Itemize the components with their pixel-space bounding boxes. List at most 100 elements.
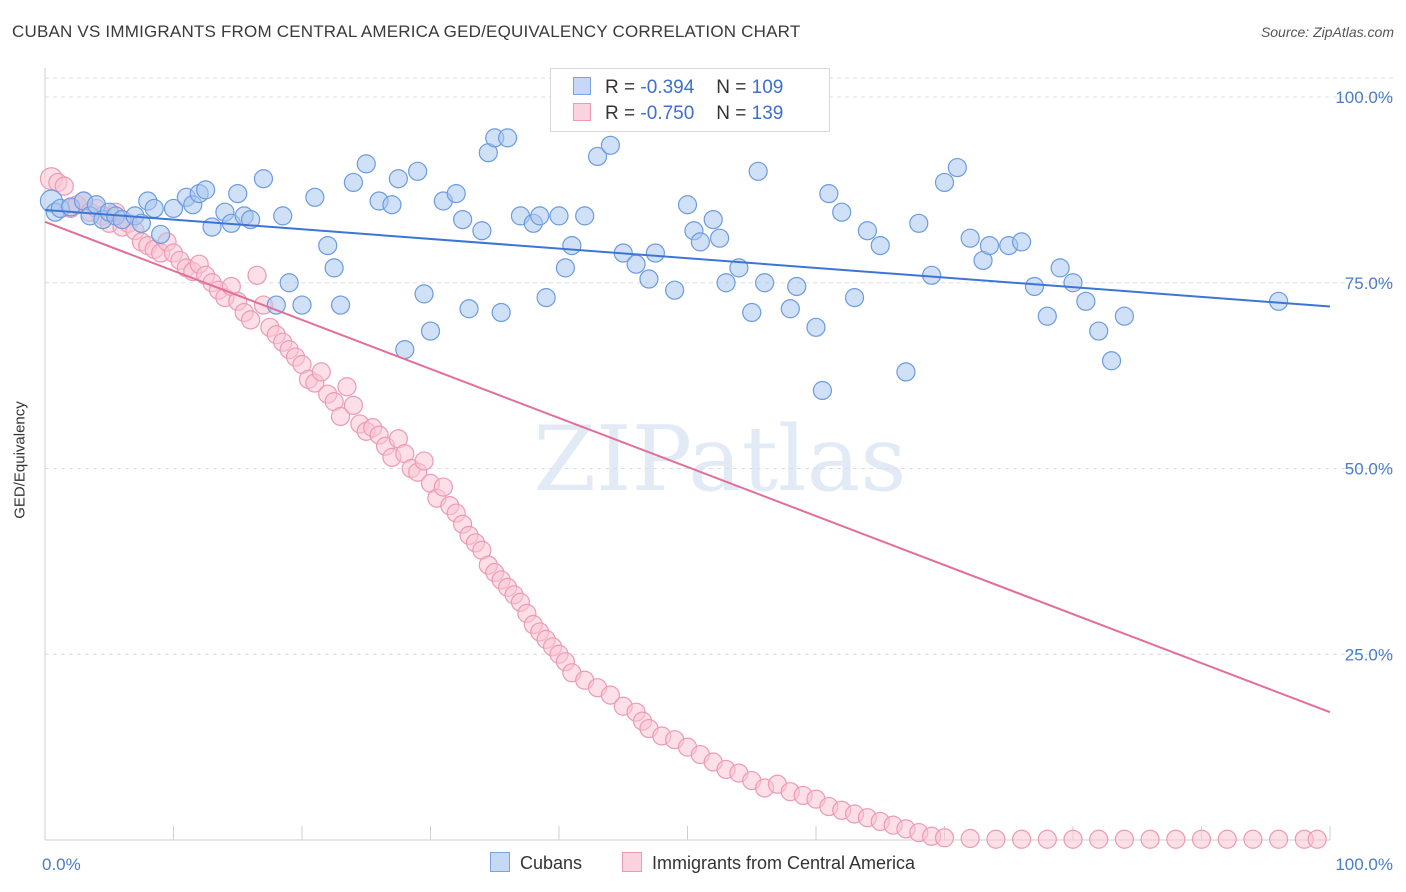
data-point [1011, 829, 1032, 849]
data-point [1089, 321, 1109, 341]
data-point [677, 195, 698, 215]
data-point [960, 228, 980, 248]
data-point [1101, 351, 1122, 371]
data-point [549, 206, 569, 226]
data-point [754, 273, 775, 293]
legend-row-cubans: R = -0.394 N = 109 [573, 77, 783, 101]
data-point [1037, 306, 1057, 326]
data-point [279, 273, 299, 293]
data-point [934, 172, 955, 193]
y-tick-label: 50.0% [1345, 460, 1393, 479]
series-legend: Cubans Immigrants from Central America [0, 852, 1406, 876]
data-point [716, 273, 736, 293]
data-point [1024, 276, 1045, 297]
data-point [498, 128, 518, 148]
data-point [947, 157, 967, 178]
data-point [1089, 829, 1109, 849]
data-point [1050, 258, 1070, 278]
data-point [330, 406, 351, 427]
legend-r-label: R = [605, 77, 636, 98]
legend-n-value: 139 [751, 103, 784, 124]
legend-swatch-cubans [490, 852, 510, 872]
data-point [1243, 829, 1263, 849]
data-point [446, 183, 466, 204]
data-point [151, 224, 171, 245]
data-point [1140, 829, 1160, 849]
data-point [337, 377, 357, 397]
data-point [131, 213, 151, 233]
data-point [806, 317, 826, 337]
legend-label-cubans: Cubans [520, 853, 583, 873]
legend-n-value: 109 [751, 77, 784, 98]
data-point [433, 477, 453, 497]
data-point [626, 254, 646, 274]
data-point [1307, 829, 1327, 849]
data-point [1114, 306, 1135, 326]
data-point [896, 362, 916, 382]
watermark: ZIPatlas [533, 407, 906, 512]
data-point [690, 232, 710, 252]
data-point [832, 202, 852, 222]
legend-n-label: N = [716, 77, 747, 98]
series-cubans [39, 128, 1289, 401]
gridlines [45, 77, 1395, 655]
data-point [414, 284, 434, 304]
data-point [857, 221, 878, 241]
legend-r-value: -0.750 [640, 103, 695, 124]
legend-swatch-cubans [573, 77, 591, 95]
data-point [266, 295, 286, 315]
data-point [54, 176, 74, 196]
legend-swatch-central [573, 103, 591, 121]
data-point [870, 236, 890, 256]
x-tick-labels: 0.0% 100.0% [42, 855, 1393, 874]
data-point [196, 180, 216, 200]
data-point [144, 198, 164, 219]
data-point [986, 829, 1006, 849]
legend-item-cubans: Cubans [490, 852, 582, 874]
data-point [491, 302, 511, 323]
data-point [748, 161, 768, 181]
data-point [324, 258, 344, 278]
data-point [330, 295, 351, 315]
data-point [305, 187, 325, 207]
data-point [1166, 829, 1186, 849]
data-point [202, 217, 222, 237]
data-point [241, 310, 261, 330]
data-point [844, 288, 865, 308]
data-point [600, 135, 621, 155]
data-point [343, 395, 363, 415]
data-point [472, 221, 492, 241]
data-point [311, 362, 331, 382]
y-tick-label: 100.0% [1335, 88, 1393, 107]
data-point [812, 380, 833, 401]
data-point [318, 236, 338, 256]
correlation-legend: R = -0.394 N = 109 R = -0.750 N = 139 [550, 68, 830, 132]
data-point [356, 154, 376, 174]
data-point [388, 169, 408, 189]
data-point [555, 258, 576, 278]
trend-lines [44, 208, 1331, 714]
y-tick-label: 75.0% [1345, 274, 1393, 293]
data-point [742, 302, 762, 323]
data-point [253, 169, 274, 189]
data-point [292, 295, 312, 315]
data-point [530, 206, 550, 226]
data-point [645, 243, 665, 263]
data-point [1217, 829, 1237, 849]
data-point [780, 299, 800, 319]
data-point [420, 321, 441, 341]
data-point [639, 269, 659, 289]
data-point [273, 206, 293, 226]
data-point [247, 265, 267, 285]
y-tick-labels: 25.0% 50.0% 75.0% 100.0% [1335, 88, 1393, 664]
x-tick-label: 100.0% [1335, 855, 1393, 874]
data-point [587, 146, 608, 167]
legend-n-label: N = [716, 103, 747, 124]
data-point [1191, 829, 1212, 849]
data-point [909, 213, 929, 233]
data-point [1063, 273, 1083, 293]
data-point [1076, 291, 1096, 311]
data-point [934, 828, 955, 848]
data-point [1114, 829, 1135, 849]
